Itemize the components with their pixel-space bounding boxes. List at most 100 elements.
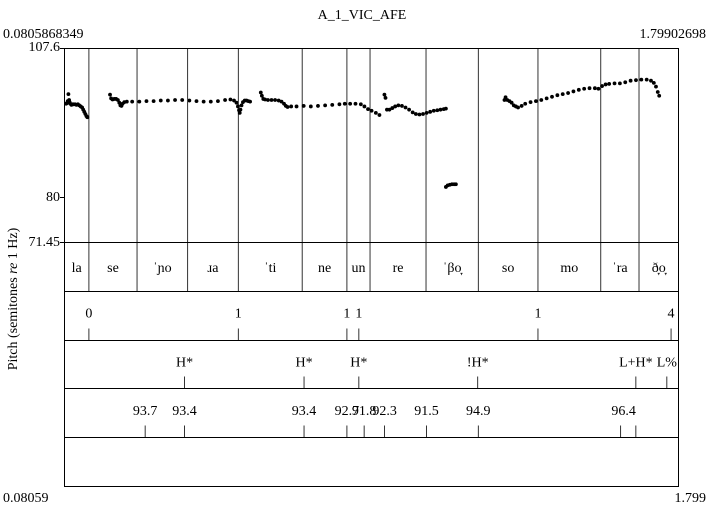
syllable-tier: la se ˈɲo ɹa ˈti ne un re ˈβo̞ so mo ˈra ð̞o̞ — [72, 261, 668, 276]
pitch-point — [266, 98, 270, 102]
pitch-point — [623, 80, 628, 85]
pitch-point — [396, 103, 401, 108]
syllable-label: ne — [318, 261, 331, 276]
pitch-point — [158, 98, 163, 103]
pitch-point — [417, 112, 422, 117]
y-tick-label: 80 — [46, 190, 60, 205]
time-end-short-label: 1.799 — [675, 491, 707, 506]
pitch-point — [421, 112, 425, 116]
segment-boundaries — [88, 48, 640, 292]
pitch-point — [216, 99, 220, 103]
pitch-point — [592, 86, 597, 91]
value-label: 93.4 — [292, 404, 317, 419]
pitch-point — [228, 97, 233, 102]
pitch-point — [617, 81, 622, 86]
pitch-point — [528, 100, 533, 105]
pitch-point — [600, 84, 604, 88]
syllable-label: so — [502, 261, 514, 276]
pitch-point — [587, 86, 592, 91]
pitch-point — [424, 110, 429, 115]
syllable-label: mo — [560, 261, 578, 276]
pitch-point — [316, 104, 320, 108]
break-index-label: 1 — [235, 307, 242, 322]
pitch-point — [407, 107, 411, 112]
tone-label: L+H* — [619, 356, 653, 371]
y-axis-label-part-1: Pitch (semitones — [6, 274, 21, 370]
pitch-point — [348, 101, 353, 106]
pitch-point — [166, 98, 170, 103]
pitch-point — [539, 98, 544, 102]
pitch-point — [582, 86, 587, 91]
tone-label: L% — [657, 356, 678, 371]
tone-label: !H* — [467, 356, 489, 371]
pitch-point — [248, 99, 252, 104]
pitch-point — [639, 77, 644, 82]
y-tick-labels: 107.6 80 71.45 — [29, 40, 61, 250]
pitch-point — [130, 99, 135, 104]
pitch-point — [234, 100, 239, 105]
syllable-label: la — [72, 261, 83, 276]
syllable-label: ˈra — [612, 261, 628, 276]
pitch-point — [232, 98, 236, 103]
pitch-point — [571, 89, 576, 94]
pitch-point — [393, 104, 398, 109]
pitch-point — [655, 90, 660, 94]
pitch-point — [576, 87, 581, 92]
tone-tier: H* H* H* !H* L+H* L% — [176, 356, 677, 389]
pitch-point — [628, 78, 633, 83]
pitch-point — [362, 104, 367, 109]
pitch-point — [258, 90, 263, 95]
pitch-point — [66, 92, 71, 97]
syllable-label: re — [393, 261, 404, 276]
pitch-point — [453, 182, 458, 187]
syllable-label: un — [351, 261, 365, 276]
tone-label: H* — [176, 356, 193, 371]
pitch-point — [194, 99, 199, 103]
time-start-label: 0.0805868349 — [3, 27, 84, 42]
pitch-point — [187, 98, 192, 103]
pitch-point — [269, 98, 274, 102]
pitch-point — [651, 80, 656, 85]
pitch-point — [443, 106, 448, 111]
pitch-point — [223, 98, 227, 102]
pitch-point — [400, 104, 404, 108]
syllable-label: ɹa — [208, 261, 220, 276]
pitch-point — [383, 95, 388, 100]
y-tick-marks — [60, 48, 65, 243]
time-end-label: 1.79902698 — [640, 27, 707, 42]
pitch-point — [151, 99, 156, 103]
pitch-point — [294, 104, 299, 109]
pitch-point — [523, 101, 528, 106]
pitch-point — [201, 99, 206, 104]
y-axis-label-part-3: 1 Hz) — [6, 227, 21, 262]
pitch-point — [431, 108, 436, 113]
pitch-point — [358, 102, 363, 107]
pitch-point — [410, 110, 415, 115]
pitch-point — [438, 107, 443, 112]
pitch-point — [657, 93, 662, 98]
value-label: 91.8 — [352, 404, 377, 419]
pitch-point — [644, 77, 649, 82]
pitch-point — [607, 82, 612, 86]
pitch-point — [289, 104, 294, 109]
pitch-point — [124, 99, 129, 104]
pitch-point — [353, 101, 358, 106]
pitch-point — [239, 103, 244, 108]
tier-frame — [64, 48, 679, 487]
pitch-point — [428, 109, 433, 114]
syllable-label: ˈti — [264, 261, 277, 276]
pitch-point — [534, 99, 538, 103]
pitch-point — [555, 93, 560, 98]
pitch-point — [208, 99, 213, 104]
pitch-point — [634, 78, 638, 83]
pitch-point — [236, 104, 240, 109]
pitch-point — [301, 104, 306, 108]
pitch-point — [108, 92, 112, 97]
pitch-point — [263, 97, 267, 102]
pitch-point — [509, 100, 514, 105]
pitch-point — [342, 101, 347, 106]
pitch-point — [323, 103, 328, 108]
pitch-point — [377, 113, 382, 117]
pitch-point — [649, 78, 653, 83]
